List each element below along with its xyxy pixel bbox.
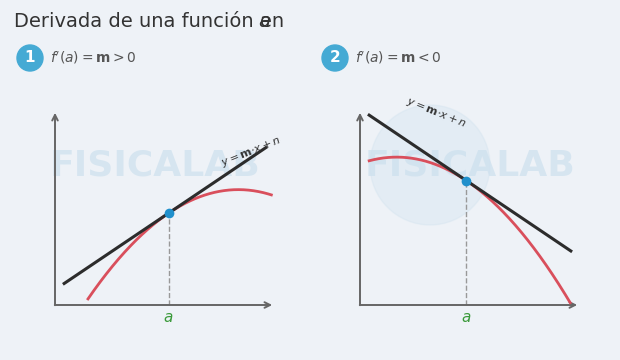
Text: Derivada de una función en: Derivada de una función en [14,12,290,31]
Text: $y = \mathbf{m}{\cdot}x + n$: $y = \mathbf{m}{\cdot}x + n$ [219,134,283,170]
Text: $f'(a) = \mathbf{m} > 0$: $f'(a) = \mathbf{m} > 0$ [50,50,136,66]
Text: FISICALAB: FISICALAB [365,148,575,182]
Text: $f'(a) = \mathbf{m} < 0$: $f'(a) = \mathbf{m} < 0$ [355,50,441,66]
Text: $a$: $a$ [258,12,271,31]
Circle shape [322,45,348,71]
Circle shape [370,105,490,225]
Text: $y = \mathbf{m}{\cdot}x + n$: $y = \mathbf{m}{\cdot}x + n$ [404,95,469,131]
Circle shape [17,45,43,71]
Text: $a$: $a$ [461,310,471,325]
Text: FISICALAB: FISICALAB [50,148,260,182]
Text: 2: 2 [330,50,340,66]
Text: 1: 1 [25,50,35,66]
Text: $a$: $a$ [164,310,174,325]
